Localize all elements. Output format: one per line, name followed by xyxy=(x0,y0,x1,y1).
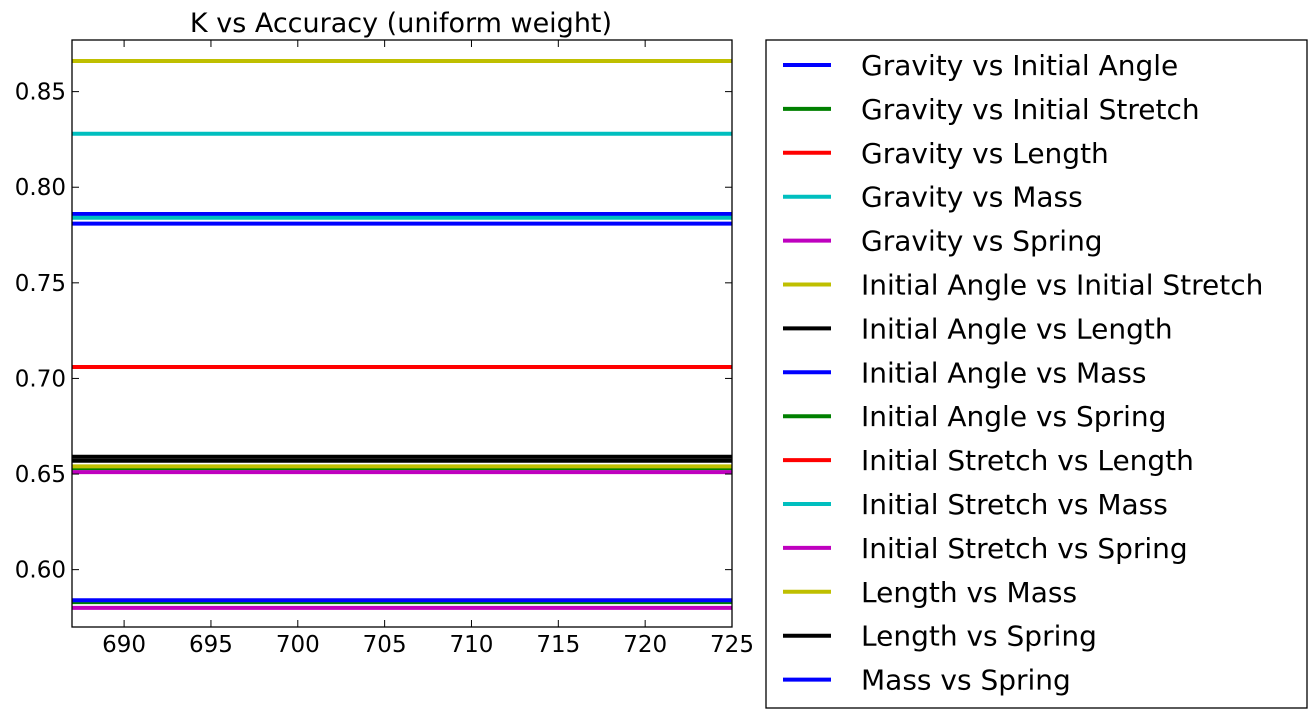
legend-item: Length vs Spring xyxy=(783,620,1097,653)
legend-item: Initial Angle vs Length xyxy=(783,312,1173,345)
legend-item: Initial Angle vs Initial Stretch xyxy=(783,269,1263,302)
legend-item: Initial Stretch vs Spring xyxy=(783,532,1188,565)
legend-item: Gravity vs Initial Angle xyxy=(783,49,1178,82)
y-tick-label: 0.65 xyxy=(15,462,66,488)
plot-frame xyxy=(71,39,733,628)
legend-label: Length vs Spring xyxy=(861,620,1097,653)
x-tick-label: 705 xyxy=(363,632,407,658)
legend-label: Gravity vs Initial Stretch xyxy=(861,93,1200,126)
legend-label: Gravity vs Initial Angle xyxy=(861,49,1178,82)
legend-item: Length vs Mass xyxy=(783,576,1077,609)
legend-item: Initial Angle vs Mass xyxy=(783,356,1147,389)
legend-item: Gravity vs Initial Stretch xyxy=(783,93,1200,126)
y-tick-label: 0.85 xyxy=(15,80,66,106)
series-layer xyxy=(72,59,732,610)
y-tick-label: 0.70 xyxy=(15,366,66,392)
x-tick-label: 710 xyxy=(450,632,494,658)
legend-label: Initial Angle vs Initial Stretch xyxy=(861,269,1263,302)
x-axis: 690 695 700 705 710 715 720 725 xyxy=(102,40,754,658)
legend-item: Gravity vs Mass xyxy=(783,181,1083,214)
legend-label: Initial Stretch vs Length xyxy=(861,444,1194,477)
y-tick-label: 0.75 xyxy=(15,271,66,297)
x-tick-label: 715 xyxy=(536,632,580,658)
legend: Gravity vs Initial Angle Gravity vs Initi… xyxy=(783,49,1263,697)
legend-item: Mass vs Spring xyxy=(783,664,1071,697)
legend-label: Gravity vs Spring xyxy=(861,225,1103,258)
x-tick-label: 695 xyxy=(189,632,233,658)
legend-label: Gravity vs Length xyxy=(861,137,1109,170)
legend-label: Mass vs Spring xyxy=(861,664,1071,697)
legend-item: Gravity vs Length xyxy=(783,137,1109,170)
legend-label: Initial Stretch vs Spring xyxy=(861,532,1188,565)
x-tick-label: 700 xyxy=(276,632,320,658)
legend-item: Initial Stretch vs Length xyxy=(783,444,1194,477)
legend-label: Gravity vs Mass xyxy=(861,181,1083,214)
legend-frame xyxy=(765,39,1308,709)
legend-label: Length vs Mass xyxy=(861,576,1077,609)
y-tick-label: 0.60 xyxy=(15,558,66,584)
legend-label: Initial Angle vs Length xyxy=(861,312,1173,345)
legend-label: Initial Angle vs Spring xyxy=(861,400,1166,433)
legend-item: Gravity vs Spring xyxy=(783,225,1103,258)
chart-title: K vs Accuracy (uniform weight) xyxy=(190,8,612,39)
x-tick-label: 725 xyxy=(710,632,754,658)
legend-label: Initial Stretch vs Mass xyxy=(861,488,1168,521)
legend-item: Initial Stretch vs Mass xyxy=(783,488,1168,521)
legend-item: Initial Angle vs Spring xyxy=(783,400,1166,433)
y-axis: 0.60 0.65 0.70 0.75 0.80 0.85 xyxy=(15,80,732,584)
x-tick-label: 720 xyxy=(623,632,667,658)
x-tick-label: 690 xyxy=(102,632,146,658)
y-tick-label: 0.80 xyxy=(15,175,66,201)
legend-label: Initial Angle vs Mass xyxy=(861,356,1147,389)
